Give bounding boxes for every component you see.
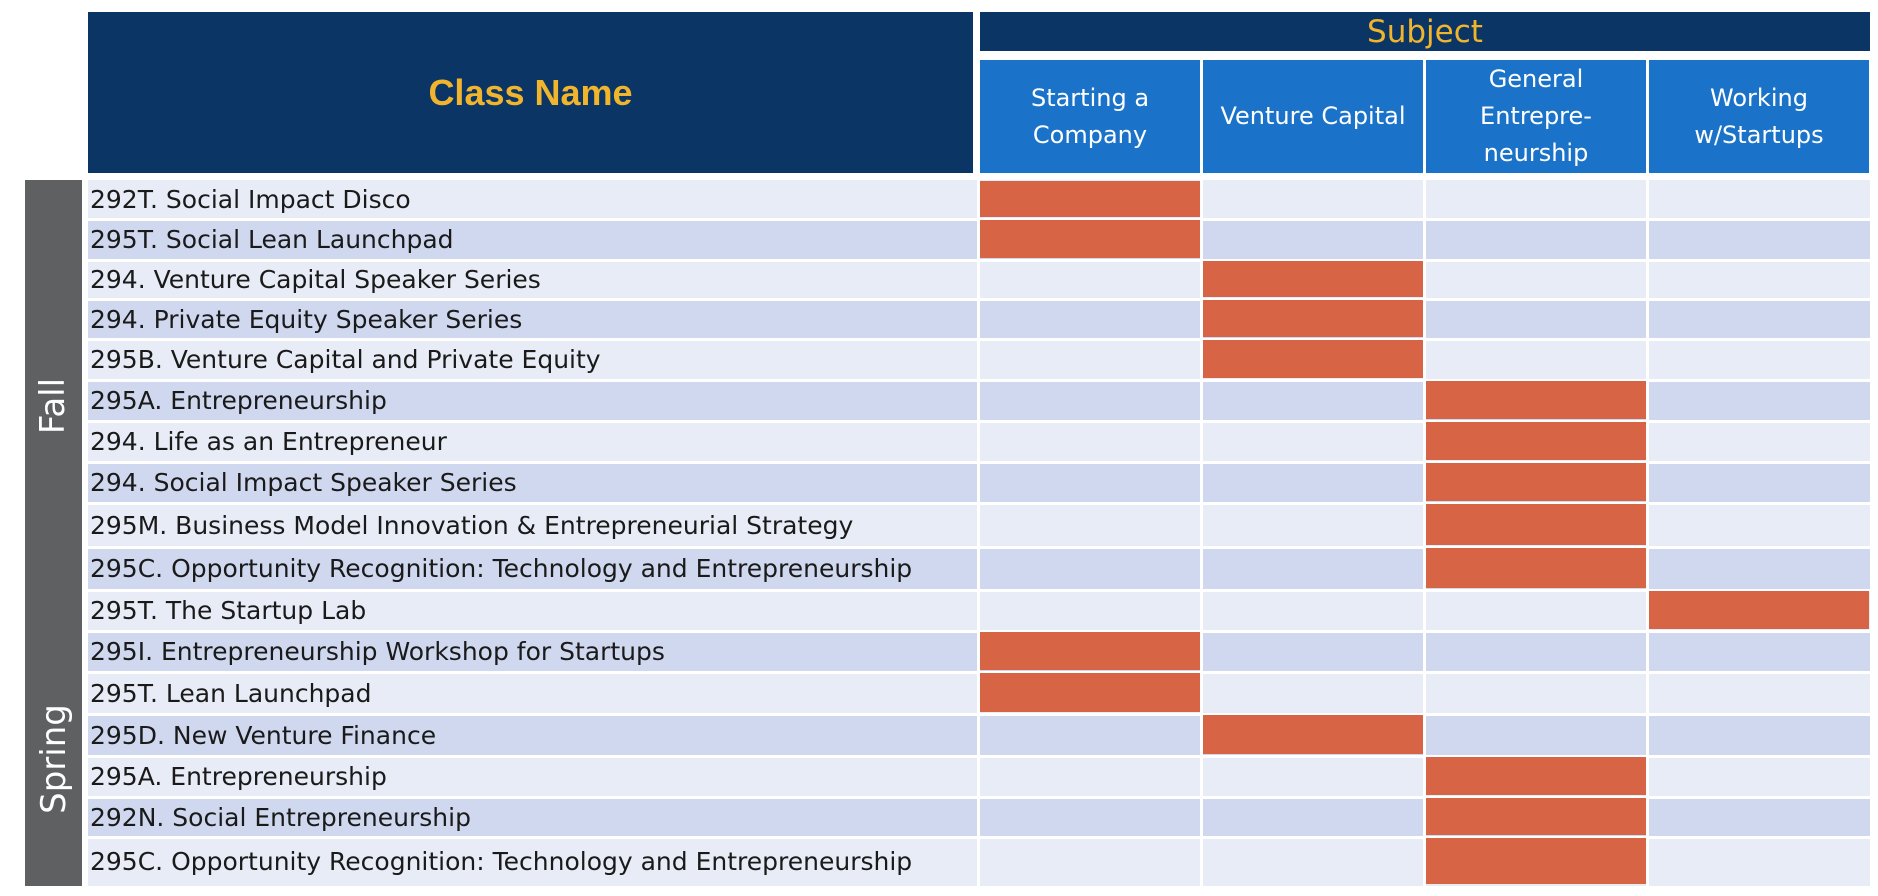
subject-marker [980,673,1200,712]
class-name-cell: 295M. Business Model Innovation & Entrep… [90,510,854,540]
class-name-cell: 295C. Opportunity Recognition: Technolog… [90,554,913,583]
class-name-header: Class Name [88,12,973,173]
row-divider [88,796,1870,799]
subject-marker [1426,838,1646,884]
class-name-cell: 295T. The Startup Lab [90,596,367,625]
row-divider [88,502,1870,505]
row-divider [88,589,1870,592]
subject-column-header: Venture Capital [1203,60,1423,173]
subject-marker [980,181,1200,217]
column-divider [1200,180,1203,886]
subject-marker [1203,340,1423,378]
subject-marker [980,632,1200,670]
row-divider [88,259,1870,262]
row-divider [88,420,1870,423]
row-divider [88,298,1870,301]
row-divider [88,836,1870,839]
subject-marker [1426,463,1646,501]
subject-column-header: Working w/Startups [1649,60,1869,173]
class-name-cell: 294. Life as an Entrepreneur [90,427,447,456]
column-divider [977,180,980,886]
class-name-cell: 295D. New Venture Finance [90,720,437,750]
term-label: Fall [25,180,82,631]
subject-marker [1426,504,1646,545]
row-divider [88,461,1870,464]
subject-marker [1203,300,1423,337]
row-divider [88,630,1870,633]
class-name-cell: 295T. Lean Launchpad [90,678,372,708]
class-name-cell: 295C. Opportunity Recognition: Technolog… [90,847,913,876]
row-divider [88,338,1870,341]
subject-marker [980,220,1200,258]
row-divider [88,379,1870,382]
row-divider [88,218,1870,221]
class-name-cell: 292N. Social Entrepreneurship [90,802,471,832]
subject-marker [1649,591,1869,629]
subject-marker [1426,422,1646,460]
class-name-cell: 294. Venture Capital Speaker Series [90,265,541,294]
class-name-cell: 295B. Venture Capital and Private Equity [90,345,601,374]
column-divider [1423,180,1426,886]
class-name-cell: 294. Social Impact Speaker Series [90,468,517,497]
subject-marker [1426,381,1646,419]
class-name-cell: 292T. Social Impact Disco [90,185,411,214]
row-divider [88,546,1870,549]
row-divider [88,713,1870,716]
term-label: Spring [25,631,82,886]
row-divider [88,671,1870,674]
subject-marker [1203,715,1423,754]
subject-column-header: Starting a Company [980,60,1200,173]
class-name-cell: 295A. Entrepreneurship [90,386,387,415]
class-name-cell: 295I. Entrepreneurship Workshop for Star… [90,637,665,666]
subject-marker [1426,798,1646,835]
class-name-cell: 295A. Entrepreneurship [90,762,387,791]
column-divider [1646,180,1649,886]
subject-marker [1426,548,1646,588]
class-name-cell: 294. Private Equity Speaker Series [90,304,523,334]
class-name-cell: 295T. Social Lean Launchpad [90,225,454,254]
subject-marker [1426,757,1646,795]
row-divider [88,755,1870,758]
subject-column-header: General Entrepre- neurship [1426,60,1646,173]
subject-header: Subject [980,12,1870,51]
subject-marker [1203,261,1423,297]
